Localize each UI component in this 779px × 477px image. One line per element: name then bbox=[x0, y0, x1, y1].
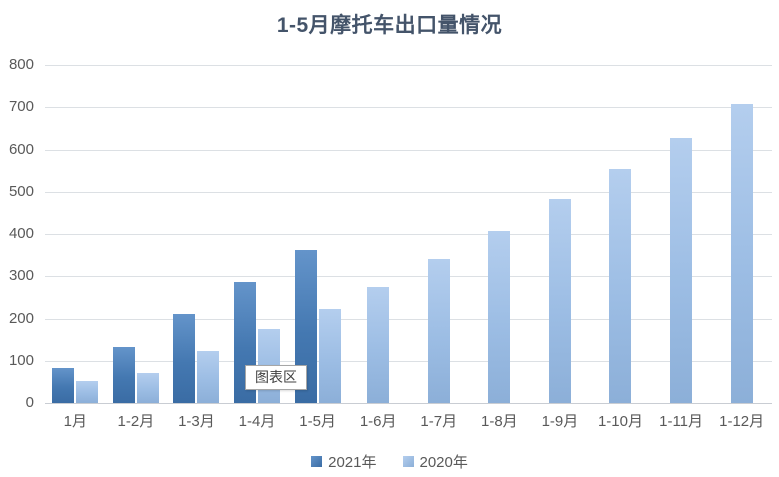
gridline bbox=[45, 234, 772, 235]
y-tick-label: 600 bbox=[8, 140, 34, 158]
bar-2020-1-12月[interactable] bbox=[730, 104, 753, 403]
legend: 2021年 2020年 bbox=[0, 451, 779, 472]
gridline bbox=[45, 191, 772, 193]
gridline bbox=[45, 360, 772, 362]
category-group bbox=[166, 65, 227, 403]
bar-2020-1-6月[interactable] bbox=[367, 286, 390, 403]
y-axis: 800 700 600 500 400 300 200 100 0 bbox=[0, 0, 38, 477]
bar-2020-1-3月[interactable] bbox=[197, 351, 220, 403]
bar-2020-1月[interactable] bbox=[76, 380, 99, 403]
gridline bbox=[45, 276, 772, 278]
category-group bbox=[469, 65, 530, 403]
category-group bbox=[408, 65, 469, 403]
x-axis-label: 1-12月 bbox=[719, 413, 765, 430]
y-tick-label: 800 bbox=[8, 56, 34, 73]
x-axis-label: 1月 bbox=[63, 413, 87, 430]
gridline bbox=[45, 318, 772, 320]
x-axis-label: 1-7月 bbox=[420, 413, 458, 430]
y-tick-label: 200 bbox=[8, 309, 34, 327]
legend-item-2020[interactable]: 2020年 bbox=[402, 451, 468, 472]
category-group bbox=[227, 65, 288, 403]
y-tick-label: 700 bbox=[8, 98, 34, 116]
category-group bbox=[530, 65, 591, 403]
bar-2020-1-10月[interactable] bbox=[609, 169, 632, 403]
bar-2020-1-9月[interactable] bbox=[548, 198, 571, 403]
gridline bbox=[45, 65, 772, 66]
legend-item-2021[interactable]: 2021年 bbox=[311, 451, 377, 472]
chart-title: 1-5月摩托车出口量情况 bbox=[276, 14, 503, 37]
y-tick-label: 300 bbox=[8, 267, 34, 285]
x-axis: 1月 1-2月 1-3月 1-4月 1-5月 1-6月 1-7月 1-8月 1-9月 1-10月 1… bbox=[45, 410, 772, 431]
x-axis-label: 1-5月 bbox=[299, 413, 336, 430]
x-axis-label: 1-11月 bbox=[659, 413, 704, 430]
chart-area-tooltip: 图表区 bbox=[245, 365, 307, 390]
x-axis-label: 1-10月 bbox=[597, 413, 643, 430]
y-tick-label: 0 bbox=[25, 394, 34, 411]
x-axis-label: 1-8月 bbox=[480, 413, 518, 430]
legend-label: 2021年 bbox=[328, 454, 377, 471]
category-group bbox=[711, 65, 772, 403]
category-group bbox=[287, 65, 348, 403]
x-axis-label: 1-6月 bbox=[359, 413, 397, 430]
bar-2020-1-5月[interactable] bbox=[318, 309, 341, 403]
bar-2021-1-3月[interactable] bbox=[173, 314, 196, 403]
bar-2021-1-5月[interactable] bbox=[294, 250, 317, 403]
x-axis-label: 1-2月 bbox=[117, 413, 155, 430]
bar-2020-1-7月[interactable] bbox=[427, 259, 450, 403]
y-tick-label: 400 bbox=[8, 225, 34, 242]
legend-swatch-icon bbox=[402, 456, 414, 467]
y-tick-label: 500 bbox=[8, 182, 34, 200]
category-group bbox=[651, 65, 712, 403]
bar-2021-1月[interactable] bbox=[52, 368, 75, 403]
bar-2021-1-2月[interactable] bbox=[112, 347, 135, 403]
x-axis-label: 1-9月 bbox=[541, 413, 579, 430]
legend-label: 2020年 bbox=[419, 454, 468, 471]
gridline bbox=[45, 107, 772, 109]
category-group bbox=[348, 65, 409, 403]
category-group bbox=[590, 65, 651, 403]
gridline bbox=[45, 149, 772, 151]
x-axis-label: 1-3月 bbox=[178, 413, 215, 430]
plot-area[interactable] bbox=[45, 65, 772, 404]
x-axis-label: 1-4月 bbox=[238, 413, 276, 430]
bar-2020-1-2月[interactable] bbox=[136, 373, 159, 403]
category-group bbox=[106, 65, 167, 403]
category-group bbox=[45, 65, 106, 403]
bar-2020-1-8月[interactable] bbox=[488, 230, 511, 403]
y-tick-label: 100 bbox=[8, 351, 34, 369]
legend-swatch-icon bbox=[311, 456, 323, 467]
bars-layer bbox=[45, 65, 772, 403]
bar-2020-1-11月[interactable] bbox=[670, 137, 693, 403]
